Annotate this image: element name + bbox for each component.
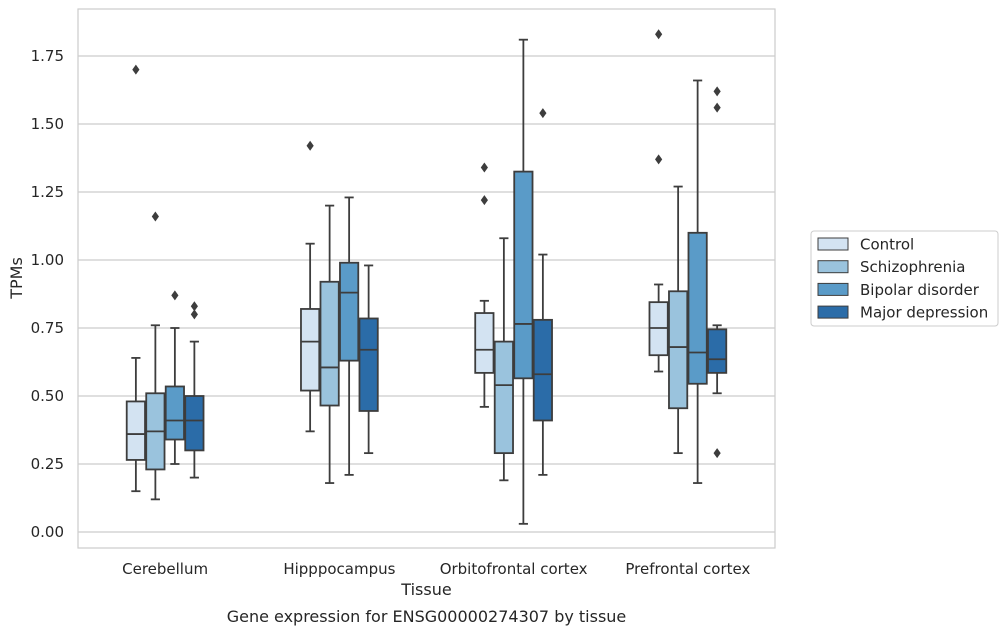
- outlier-point: [132, 64, 140, 75]
- y-tick-label: 1.50: [31, 115, 64, 133]
- outlier-point: [713, 448, 721, 459]
- outlier-point: [655, 154, 663, 165]
- y-axis-label: TPMs: [7, 257, 26, 300]
- plot-frame: [77, 8, 776, 549]
- box: [184, 395, 205, 452]
- box: [300, 308, 321, 392]
- box: [319, 280, 340, 407]
- box: [532, 318, 553, 422]
- x-axis-label: Tissue: [400, 580, 451, 599]
- legend-frame: [810, 230, 999, 327]
- outlier-point: [190, 301, 198, 312]
- y-tick-label: 0.50: [31, 387, 64, 405]
- outlier-point: [713, 102, 721, 113]
- y-axis-ticks: 0.00 0.25 0.50 0.75 1.00 1.25 1.50 1.75: [31, 47, 64, 541]
- legend: Control Schizophrenia Bipolar disorder Majo…: [810, 230, 999, 327]
- legend-label: Major depression: [860, 304, 988, 322]
- outlier-point: [480, 162, 488, 173]
- legend-label: Control: [860, 236, 914, 254]
- category-group: [300, 140, 379, 484]
- x-tick-label: Orbitofrontal cortex: [440, 560, 588, 578]
- category-group: [648, 29, 728, 484]
- box: [164, 385, 185, 441]
- outlier-point: [655, 29, 663, 40]
- box: [493, 340, 514, 455]
- box: [687, 231, 708, 385]
- outlier-point: [480, 195, 488, 206]
- category-group: [125, 64, 205, 501]
- y-tick-label: 0.75: [31, 319, 64, 337]
- box: [339, 261, 360, 362]
- outlier-point: [539, 108, 547, 119]
- y-tick-label: 0.00: [31, 523, 64, 541]
- legend-swatch: [817, 282, 849, 296]
- box: [668, 290, 689, 410]
- x-tick-label: Hipppocampus: [283, 560, 395, 578]
- outlier-point: [171, 290, 179, 301]
- box: [707, 328, 728, 374]
- outlier-point: [306, 140, 314, 151]
- box-groups: [125, 29, 728, 525]
- outlier-point: [713, 86, 721, 97]
- x-axis-ticks: Cerebellum Hipppocampus Orbitofrontal cort…: [122, 560, 750, 578]
- legend-swatch: [817, 305, 849, 319]
- legend-label: Schizophrenia: [860, 258, 965, 276]
- legend-label: Bipolar disorder: [860, 281, 980, 299]
- y-tick-label: 1.25: [31, 183, 64, 201]
- category-group: [474, 38, 553, 525]
- x-tick-label: Prefrontal cortex: [625, 560, 750, 578]
- y-tick-label: 0.25: [31, 455, 64, 473]
- box: [358, 317, 379, 412]
- box: [474, 312, 495, 374]
- y-tick-label: 1.00: [31, 251, 64, 269]
- box: [513, 170, 534, 380]
- box: [125, 400, 146, 461]
- legend-swatch: [817, 237, 849, 251]
- x-tick-label: Cerebellum: [122, 560, 208, 578]
- legend-swatch: [817, 260, 849, 274]
- outlier-point: [190, 309, 198, 320]
- y-tick-label: 1.75: [31, 47, 64, 65]
- chart-title: Gene expression for ENSG00000274307 by t…: [227, 607, 627, 626]
- outlier-point: [151, 211, 159, 222]
